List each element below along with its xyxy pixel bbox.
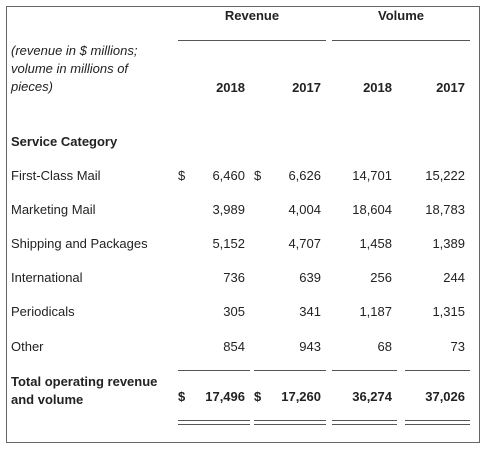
currency: $ xyxy=(178,389,186,404)
note-line: pieces) xyxy=(11,79,53,94)
cell: 4,707 xyxy=(288,236,321,251)
cell: 1,458 xyxy=(359,236,392,251)
double-rule xyxy=(332,424,397,425)
cell: 639 xyxy=(299,270,321,285)
double-rule xyxy=(178,424,250,425)
cell: 854 xyxy=(223,339,245,354)
cell: 18,604 xyxy=(352,202,392,217)
double-rule xyxy=(332,420,397,421)
cell: 1,187 xyxy=(359,304,392,319)
double-rule xyxy=(254,424,326,425)
cell: 256 xyxy=(370,270,392,285)
row-label: Other xyxy=(11,339,44,354)
cell: 68 xyxy=(377,339,392,354)
volume-header: Volume xyxy=(378,8,424,23)
total-label: and volume xyxy=(11,392,84,407)
cell: 15,222 xyxy=(425,168,465,183)
row-label: Shipping and Packages xyxy=(11,236,148,251)
cell: 244 xyxy=(443,270,465,285)
year-header: 2018 xyxy=(363,80,392,95)
cell: 5,152 xyxy=(212,236,245,251)
currency: $ xyxy=(254,389,262,404)
rule xyxy=(178,370,250,371)
total-label: Total operating revenue xyxy=(11,374,158,389)
cell: 6,460 xyxy=(212,168,245,183)
cell: 18,783 xyxy=(425,202,465,217)
cell: 943 xyxy=(299,339,321,354)
double-rule xyxy=(405,420,470,421)
cell: 3,989 xyxy=(212,202,245,217)
cell: 1,389 xyxy=(432,236,465,251)
cell: 1,315 xyxy=(432,304,465,319)
double-rule xyxy=(178,420,250,421)
cell: 305 xyxy=(223,304,245,319)
row-label: First-Class Mail xyxy=(11,168,101,183)
year-header: 2017 xyxy=(292,80,321,95)
currency: $ xyxy=(178,168,186,183)
cell: 4,004 xyxy=(288,202,321,217)
year-header: 2018 xyxy=(216,80,245,95)
currency: $ xyxy=(254,168,262,183)
row-label: International xyxy=(11,270,83,285)
cell: 73 xyxy=(450,339,465,354)
double-rule xyxy=(405,424,470,425)
revenue-header: Revenue xyxy=(224,8,280,23)
note-line: volume in millions of xyxy=(11,61,129,76)
cell: 6,626 xyxy=(288,168,321,183)
cell: 736 xyxy=(223,270,245,285)
section-title: Service Category xyxy=(11,134,118,149)
note-line: (revenue in $ millions; xyxy=(11,43,138,58)
cell: 341 xyxy=(299,304,321,319)
rule xyxy=(405,370,470,371)
row-label: Marketing Mail xyxy=(11,202,96,217)
rule xyxy=(332,370,397,371)
total-cell: 17,260 xyxy=(281,389,321,404)
total-cell: 37,026 xyxy=(425,389,465,404)
cell: 14,701 xyxy=(352,168,392,183)
rule xyxy=(254,370,326,371)
year-header: 2017 xyxy=(436,80,465,95)
table-frame xyxy=(6,6,480,443)
row-label: Periodicals xyxy=(11,304,75,319)
total-cell: 17,496 xyxy=(205,389,245,404)
total-cell: 36,274 xyxy=(352,389,392,404)
rule xyxy=(178,40,326,41)
rule xyxy=(332,40,470,41)
double-rule xyxy=(254,420,326,421)
